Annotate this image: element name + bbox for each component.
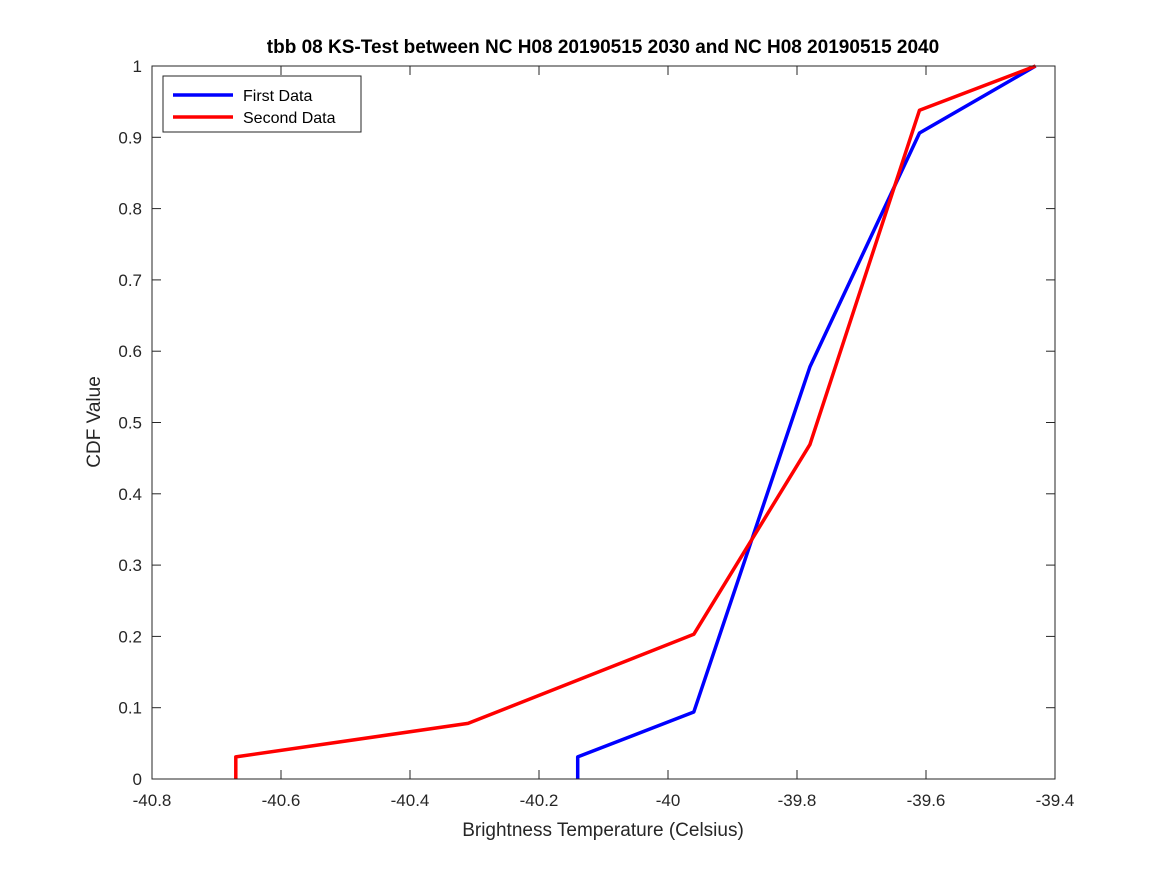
x-tick-label: -40.8 (133, 791, 172, 810)
y-tick-label: 0.9 (118, 128, 142, 147)
x-tick-label: -39.4 (1036, 791, 1075, 810)
y-tick-label: 1 (133, 57, 142, 76)
y-tick-label: 0.4 (118, 485, 142, 504)
chart-title: tbb 08 KS-Test between NC H08 20190515 2… (267, 37, 939, 58)
legend-label-second-data: Second Data (243, 110, 336, 127)
y-tick-label: 0.2 (118, 627, 142, 646)
x-tick-label: -39.6 (907, 791, 946, 810)
x-tick-label: -39.8 (778, 791, 817, 810)
x-tick-label: -40.6 (262, 791, 301, 810)
series-line-second-data (234, 64, 1037, 779)
ticks-layer: -40.8 -40.6 -40.4 -40.2 -40 -39.8 -39.6 -39.4 0 0… (118, 57, 1074, 810)
y-tick-label: 0.3 (118, 556, 142, 575)
y-axis-label: CDF Value (84, 376, 105, 468)
series-layer (234, 64, 1037, 779)
y-tick-label: 0.7 (118, 271, 142, 290)
y-tick-label: 0 (133, 770, 142, 789)
legend: First Data Second Data (162, 75, 362, 133)
x-tick-label: -40 (656, 791, 681, 810)
x-axis-label: Brightness Temperature (Celsius) (462, 820, 744, 841)
legend-label-first-data: First Data (243, 88, 312, 105)
x-tick-label: -40.2 (520, 791, 559, 810)
y-tick-label: 0.1 (118, 699, 142, 718)
y-tick-label: 0.6 (118, 342, 142, 361)
y-tick-label: 0.5 (118, 414, 142, 433)
legend-box (162, 75, 362, 133)
y-tick-label: 0.8 (118, 200, 142, 219)
plot-area (152, 66, 1055, 779)
x-tick-label: -40.4 (391, 791, 430, 810)
